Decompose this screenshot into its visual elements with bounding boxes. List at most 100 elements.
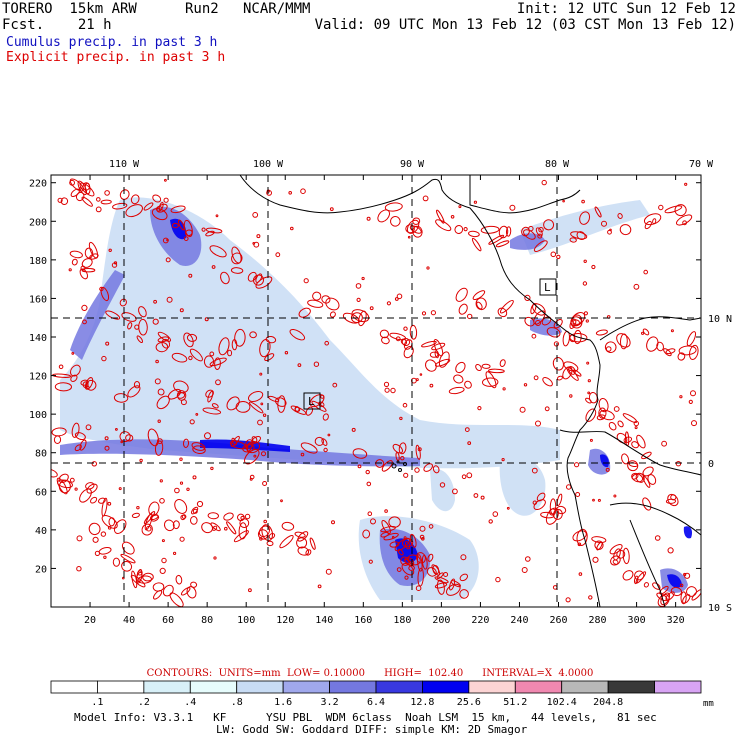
explicit-contour <box>495 240 510 248</box>
explicit-contour <box>231 246 242 264</box>
colorbar-swatch <box>422 680 470 694</box>
explicit-contour <box>204 317 209 322</box>
explicit-contour <box>101 355 107 362</box>
explicit-contour <box>183 236 189 242</box>
init-time: Init: 12 UTC Sun 12 Feb 12 <box>516 1 736 17</box>
explicit-contour <box>122 576 125 580</box>
explicit-contour <box>389 216 401 227</box>
explicit-contour <box>172 520 180 530</box>
explicit-contour <box>201 522 214 534</box>
explicit-contour <box>189 516 198 525</box>
explicit-contour <box>325 568 332 575</box>
explicit-contour <box>613 494 617 498</box>
explicit-contour <box>78 187 82 190</box>
explicit-contour <box>455 361 466 374</box>
colorbar-label: 102.4 <box>547 697 577 708</box>
explicit-contour <box>355 283 362 289</box>
explicit-contour <box>670 329 674 333</box>
explicit-contour <box>446 583 461 596</box>
explicit-contour <box>76 535 83 542</box>
explicit-contour <box>226 396 240 411</box>
explicit-contour <box>646 336 659 352</box>
y-tick-label: 140 <box>29 333 47 344</box>
explicit-contour <box>157 331 172 342</box>
explicit-contour <box>300 452 305 457</box>
explicit-contour <box>691 420 697 427</box>
explicit-contour <box>358 310 367 327</box>
explicit-contour <box>579 211 591 225</box>
explicit-contour <box>171 222 179 229</box>
explicit-contour <box>183 219 193 238</box>
explicit-contour <box>155 341 169 353</box>
explicit-contour <box>100 531 107 537</box>
explicit-contour <box>439 482 446 488</box>
explicit-contour <box>473 200 477 204</box>
explicit-contour <box>180 399 187 406</box>
explicit-contour <box>463 227 468 232</box>
latlon-grid <box>51 175 701 607</box>
explicit-contour <box>667 493 679 507</box>
explicit-contour <box>533 240 548 252</box>
x-tick-label: 320 <box>667 615 685 626</box>
explicit-contour <box>248 588 252 593</box>
explicit-contour <box>156 395 170 410</box>
explicit-contour <box>523 229 536 240</box>
x-tick-label: 160 <box>354 615 372 626</box>
explicit-contour <box>266 190 273 196</box>
colorbar-swatch <box>329 680 377 694</box>
explicit-contour <box>263 519 268 524</box>
explicit-contour <box>268 395 280 403</box>
explicit-contour <box>79 439 87 451</box>
explicit-contour <box>525 556 531 562</box>
explicit-contour <box>605 346 612 352</box>
explicit-contour <box>74 432 86 441</box>
explicit-contour <box>667 547 674 554</box>
explicit-contour <box>419 534 425 540</box>
explicit-contour <box>528 225 534 232</box>
explicit-contour <box>161 539 165 543</box>
explicit-contour <box>531 467 538 474</box>
explicit-contour <box>246 442 253 452</box>
explicit-contour <box>460 554 467 561</box>
explicit-contour <box>188 273 193 278</box>
explicit-contour <box>415 444 421 460</box>
explicit-contour <box>482 377 499 387</box>
explicit-contour <box>368 559 373 564</box>
explicit-contour <box>401 538 414 548</box>
explicit-contour <box>290 405 307 415</box>
explicit-contour <box>157 336 170 343</box>
explicit-contour <box>367 511 373 517</box>
explicit-contour <box>652 218 657 225</box>
explicit-contour <box>505 226 512 237</box>
longitude-labels: 110 W 100 W 90 W 80 W 70 W <box>109 159 714 170</box>
explicit-contour <box>261 451 266 457</box>
explicit-contour <box>70 364 81 377</box>
explicit-contour <box>535 420 541 427</box>
explicit-contour <box>601 220 607 227</box>
explicit-contour <box>485 371 497 389</box>
y-tick-label: 200 <box>29 217 47 228</box>
explicit-contour <box>475 363 482 372</box>
explicit-contour <box>423 463 433 472</box>
explicit-contour <box>582 281 588 286</box>
explicit-contour <box>426 266 430 270</box>
explicit-contour <box>409 324 418 340</box>
explicit-contour <box>210 466 214 471</box>
explicit-contour <box>537 233 543 239</box>
explicit-contour <box>633 420 639 427</box>
explicit-contour <box>407 235 411 239</box>
explicit-contour <box>591 536 607 544</box>
explicit-contour <box>659 585 669 595</box>
explicit-contour <box>313 361 320 367</box>
explicit-contour <box>162 584 174 597</box>
y-tick-label: 80 <box>35 449 47 460</box>
explicit-contour <box>205 230 215 237</box>
explicit-contour <box>533 375 539 381</box>
explicit-contour <box>390 387 396 394</box>
explicit-contour <box>414 467 420 473</box>
explicit-contour <box>641 331 645 335</box>
colorbar-unit: mm <box>703 699 714 709</box>
explicit-contour <box>324 340 330 346</box>
explicit-contour <box>174 487 180 494</box>
